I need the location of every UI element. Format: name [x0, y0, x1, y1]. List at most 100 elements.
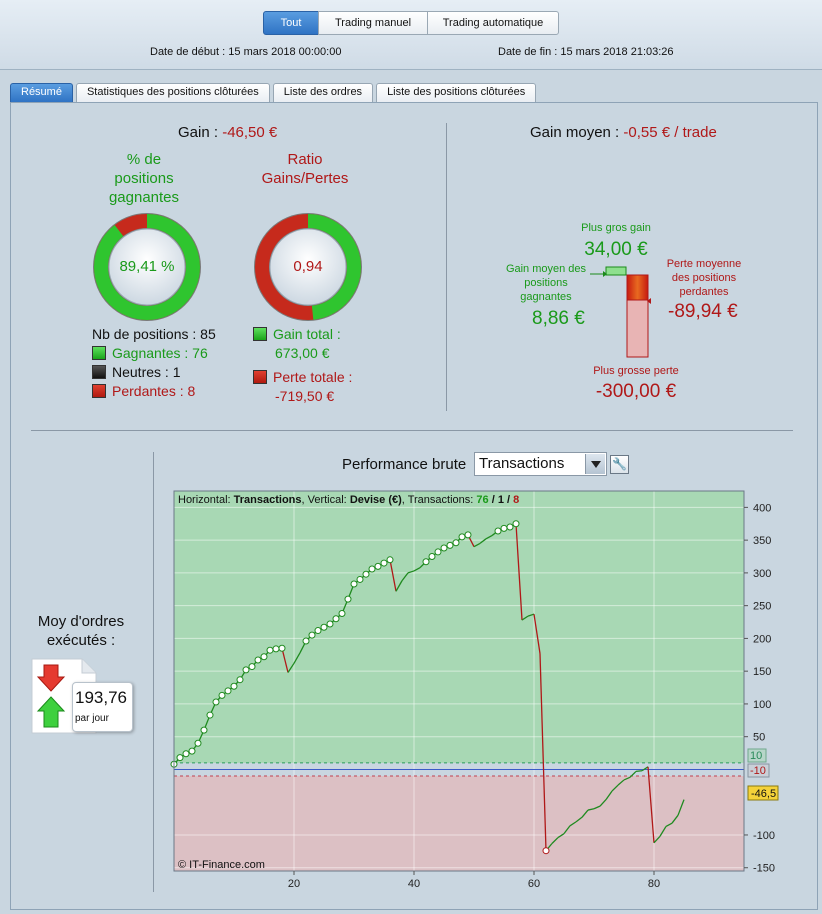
start-date-label: Date de début :: [150, 46, 226, 58]
win-pct-value: 89,41 %: [119, 258, 175, 275]
curve-segment: [557, 833, 565, 839]
legend-loss-count: 8: [513, 494, 520, 506]
y-tick-label: 300: [753, 568, 771, 580]
curve-point: [224, 687, 232, 695]
section-divider: [31, 430, 793, 431]
chart-frame: [173, 490, 745, 872]
curve-point: [380, 559, 388, 567]
curve-point: [194, 739, 202, 747]
wrench-button[interactable]: 🔧: [610, 455, 629, 474]
curve-point: [308, 631, 316, 639]
curve-point: [320, 623, 328, 631]
avg-loss-label-line1: Perte moyenne: [666, 258, 742, 270]
curve-segment: [533, 614, 541, 654]
curve-segment: [629, 770, 637, 778]
legend-h-value: Transactions: [233, 494, 302, 506]
avg-win-label-line2: positions: [524, 277, 568, 289]
ratio-ring-gain: [255, 214, 361, 320]
curve-segment: [539, 653, 547, 851]
upper-band-label: 10: [750, 750, 762, 762]
win-pct-title: % de positions gagnantes: [108, 151, 180, 206]
gain-value: -46,50 €: [222, 124, 278, 141]
y-tick-label: 200: [753, 633, 771, 645]
loss-total: Perte totale : -719,50 €: [253, 368, 352, 406]
y-tick-label: 100: [753, 699, 771, 711]
loss-total-swatch: [253, 370, 267, 384]
curve-segment: [587, 808, 595, 811]
curve-segment: [479, 538, 487, 544]
curve-segment: [641, 766, 649, 772]
gain-total-label: Gain total :: [273, 326, 341, 342]
mode-auto-button[interactable]: Trading automatique: [427, 11, 559, 35]
curve-segment: [653, 835, 661, 844]
performance-select[interactable]: Transactions: [474, 452, 607, 476]
tab-closed-stats[interactable]: Statistiques des positions clôturées: [75, 83, 270, 102]
curve-point: [428, 553, 436, 561]
curve-point: [302, 637, 310, 645]
x-tick-label: 60: [528, 878, 540, 890]
curve-point: [260, 653, 268, 661]
arrow-down-icon: [36, 664, 66, 692]
curve-point: [200, 726, 208, 734]
curve-segment: [671, 814, 679, 824]
curve-point: [236, 676, 244, 684]
start-date-value: 15 mars 2018 00:00:00: [228, 46, 342, 58]
tab-orders[interactable]: Liste des ordres: [272, 83, 374, 102]
avg-win-value: 8,86 €: [532, 308, 585, 329]
avg-win-arrow-head: [603, 271, 607, 277]
chevron-down-icon[interactable]: [585, 454, 605, 474]
curve-point: [440, 544, 448, 552]
curve-point: [266, 646, 274, 654]
orders-title-line1: Moy d'ordres: [37, 613, 125, 630]
avg-gain-loss-bars: [590, 266, 651, 358]
curve-segment: [281, 648, 289, 673]
avg-gain-summary: Gain moyen : -0,55 € / trade: [530, 124, 717, 141]
last-value-box: [747, 785, 779, 801]
curve-segment: [575, 816, 583, 823]
curve-segment: [677, 799, 685, 816]
lower-band-box: [747, 763, 770, 778]
avg-loss-bar: [626, 274, 649, 301]
orders-title: Moy d'ordres exécutés :: [26, 612, 136, 650]
curve-point: [350, 580, 358, 588]
x-tick-label: 40: [408, 878, 420, 890]
tab-closed-positions[interactable]: Liste des positions clôturées: [376, 83, 537, 102]
curve-point: [362, 570, 370, 578]
curve-segment: [287, 662, 295, 673]
curve-segment: [395, 580, 403, 592]
curve-point: [344, 595, 352, 603]
curve-segment: [521, 615, 529, 621]
biggest-loss-label: Plus grosse perte: [593, 365, 679, 377]
y-tick-label: 400: [753, 502, 771, 514]
start-date: Date de début : 15 mars 2018 00:00:00: [150, 46, 341, 58]
orders-divider: [153, 452, 154, 892]
end-date-label: Date de fin :: [498, 46, 558, 58]
curve-segment: [611, 784, 619, 792]
gain-label: Gain :: [178, 124, 219, 141]
ratio-title: Ratio Gains/Pertes: [261, 151, 349, 187]
chart-legend: Horizontal: Transactions, Vertical: Devi…: [178, 494, 519, 506]
avg-loss-label-line3: perdantes: [679, 286, 729, 298]
orders-value: 193,76: [75, 688, 127, 707]
tab-bar: Résumé Statistiques des positions clôtur…: [10, 83, 539, 102]
gain-total-value: 673,00 €: [275, 345, 330, 361]
curve-point: [458, 533, 466, 541]
curve-segment: [599, 799, 607, 807]
curve-point: [386, 556, 394, 564]
winners-swatch: [92, 346, 106, 360]
mode-all-button[interactable]: Tout: [263, 11, 319, 35]
curve-point: [422, 558, 430, 566]
legend-sep-1: /: [488, 494, 498, 506]
gain-total: Gain total : 673,00 €: [253, 325, 341, 363]
curve-segment: [593, 805, 601, 810]
curve-point: [464, 531, 472, 539]
avg-win-label-line3: gagnantes: [520, 291, 572, 303]
curve-segment: [659, 826, 667, 837]
tab-summary[interactable]: Résumé: [10, 83, 73, 102]
mode-manual-button[interactable]: Trading manuel: [318, 11, 428, 35]
avg-loss-value: -89,94 €: [668, 301, 738, 322]
avg-loss-arrow-head: [647, 298, 651, 304]
curve-point: [452, 539, 460, 547]
avg-loss-label: Perte moyenne des positions perdantes: [664, 257, 744, 299]
lower-band-label: -10: [750, 765, 766, 777]
